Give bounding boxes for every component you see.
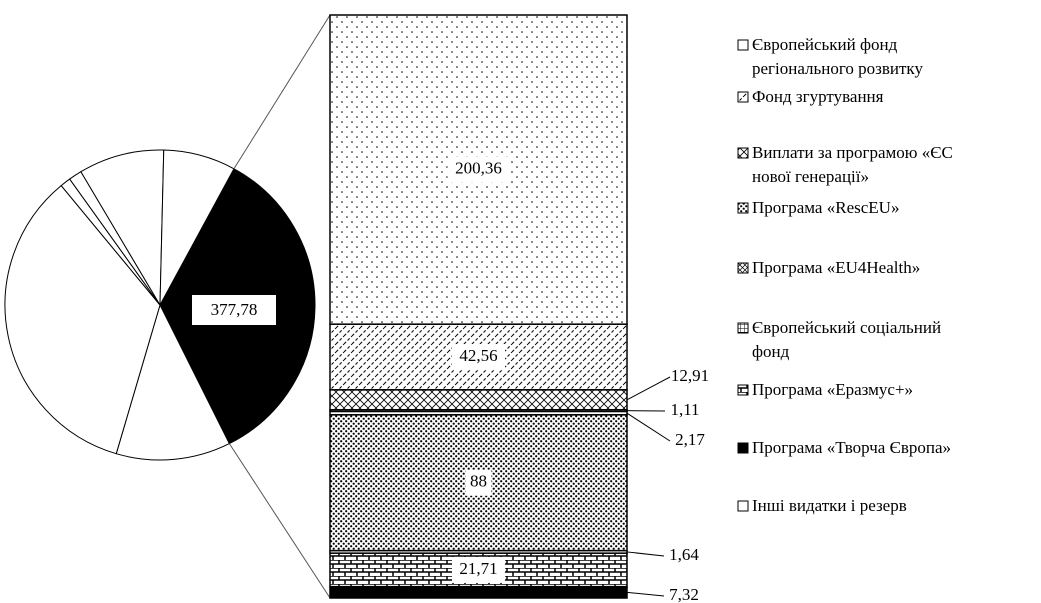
- leader-line: [626, 412, 671, 442]
- data-label: 200,36: [455, 159, 502, 178]
- data-label: 1,11: [670, 400, 699, 419]
- label-box: [452, 556, 505, 583]
- label-box: [192, 295, 276, 325]
- legend-label: Програма «EU4Health»: [752, 258, 920, 277]
- legend-swatch: [737, 147, 749, 159]
- legend-label: Європейський фонд: [752, 35, 898, 54]
- pie-slice: [159, 149, 235, 306]
- legend-label: Фонд згуртування: [752, 87, 884, 106]
- legend-label: Європейський соціальний: [752, 318, 941, 337]
- bar-segment: [329, 585, 628, 599]
- label-box: [447, 156, 510, 183]
- label-box: [452, 344, 505, 371]
- data-label: 12,91: [671, 366, 709, 385]
- legend-swatch: [737, 442, 749, 454]
- legend-label: фонд: [752, 342, 790, 361]
- legend-swatch: [737, 202, 749, 214]
- leader-line: [626, 551, 665, 557]
- pie-slice: [80, 149, 165, 307]
- connector: [228, 443, 331, 599]
- legend-swatch: [737, 500, 749, 512]
- legend-label: Програма «Творча Європа»: [752, 438, 951, 457]
- data-label: 21,71: [459, 559, 497, 578]
- legend-swatch: [737, 322, 749, 334]
- data-label: 88: [470, 472, 487, 491]
- legend-label: Виплати за програмою «ЄС: [752, 143, 953, 162]
- data-label: 2,17: [675, 430, 705, 449]
- pie-slice: [115, 303, 231, 461]
- legend-swatch: [737, 262, 749, 274]
- data-label: 42,56: [459, 346, 497, 365]
- legend-swatch: [737, 91, 749, 103]
- label-box: [465, 469, 492, 496]
- legend-swatch: [737, 39, 749, 51]
- data-label: 7,32: [669, 585, 699, 603]
- legend-label: Інші видатки і резерв: [752, 496, 907, 515]
- legend-label: регіонального розвитку: [752, 59, 923, 78]
- leader-line: [626, 591, 665, 597]
- connector: [233, 14, 331, 170]
- legend-label: нової генерації»: [752, 167, 869, 186]
- pie-slice: [4, 184, 161, 455]
- legend-label: Програма «Еразмус+»: [752, 380, 913, 399]
- bar-segment: [329, 389, 628, 411]
- legend-label: Програма «RescEU»: [752, 198, 899, 217]
- legend-swatch: [737, 384, 749, 396]
- pie-label: 377,78: [211, 300, 258, 319]
- data-label: 1,64: [669, 545, 699, 564]
- leader-line: [626, 376, 671, 401]
